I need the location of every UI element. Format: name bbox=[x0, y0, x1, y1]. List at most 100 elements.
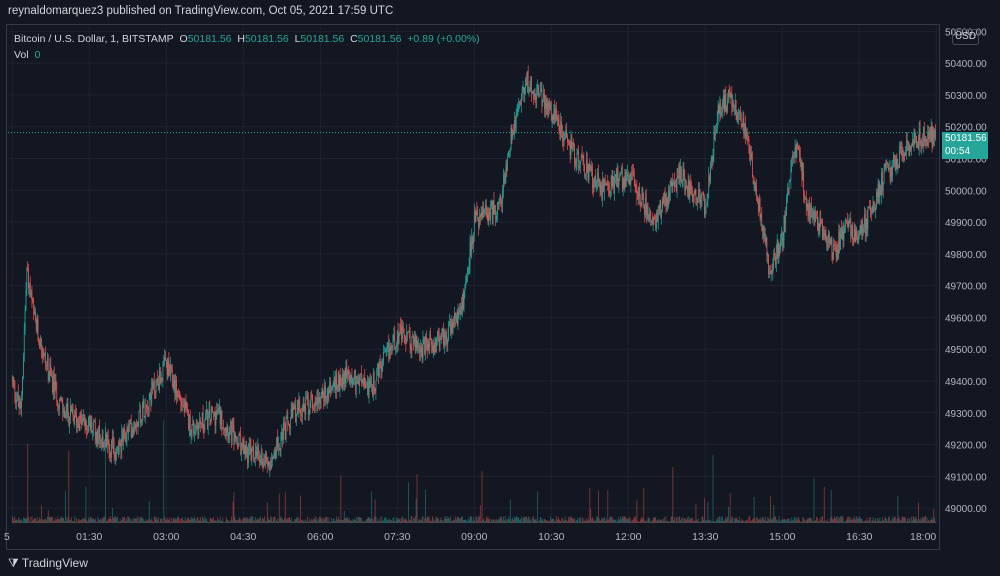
candle-body bbox=[602, 179, 603, 199]
chart-panel[interactable] bbox=[6, 24, 940, 550]
candle-body bbox=[539, 90, 541, 95]
volume-bar bbox=[251, 517, 253, 523]
volume-bar bbox=[540, 517, 542, 523]
candle-body bbox=[845, 219, 846, 227]
candle-body bbox=[139, 409, 141, 412]
candle-body bbox=[452, 321, 454, 334]
volume-bar bbox=[481, 471, 483, 523]
candle-body bbox=[331, 389, 333, 391]
candle-body bbox=[130, 419, 132, 437]
candle-body bbox=[366, 387, 367, 389]
candle-body bbox=[507, 156, 509, 171]
volume-bar bbox=[115, 516, 117, 523]
candle-body bbox=[896, 158, 898, 168]
volume-bar bbox=[275, 521, 277, 523]
volume-bar bbox=[75, 521, 77, 523]
volume-bar bbox=[910, 521, 912, 523]
candle-body bbox=[13, 380, 15, 383]
candle-body bbox=[105, 433, 106, 447]
volume-bar bbox=[888, 516, 890, 523]
volume-bar bbox=[522, 518, 524, 523]
candle-body bbox=[402, 326, 404, 329]
volume-bar bbox=[89, 517, 91, 523]
candle-body bbox=[647, 205, 649, 219]
volume-bar bbox=[515, 518, 516, 523]
volume-bar bbox=[160, 518, 162, 523]
candle-body bbox=[537, 85, 538, 89]
volume-bar bbox=[153, 521, 154, 523]
symbol-description[interactable]: Bitcoin / U.S. Dollar, 1, BITSTAMP bbox=[14, 33, 174, 45]
volume-bar bbox=[158, 517, 160, 523]
candle-body bbox=[704, 196, 705, 216]
volume-bar bbox=[303, 519, 305, 523]
volume-legend-row: Vol 0 bbox=[14, 47, 480, 63]
volume-bar bbox=[613, 518, 615, 523]
volume-bar bbox=[263, 518, 265, 523]
volume-bar bbox=[833, 518, 835, 523]
candle-body bbox=[719, 104, 721, 113]
volume-bar bbox=[432, 518, 434, 523]
candle-body bbox=[542, 99, 544, 106]
volume-label[interactable]: Vol bbox=[14, 49, 29, 61]
y-tick-label: 49000.00 bbox=[945, 504, 987, 515]
volume-bar bbox=[832, 519, 834, 523]
volume-bar bbox=[704, 498, 705, 523]
candle-body bbox=[901, 150, 903, 154]
candle-body bbox=[51, 373, 52, 377]
volume-bar bbox=[589, 487, 591, 523]
candle-body bbox=[892, 165, 894, 176]
candle-body bbox=[568, 142, 569, 143]
volume-bar bbox=[816, 516, 817, 523]
candle-body bbox=[425, 336, 426, 354]
volume-bar bbox=[258, 519, 260, 523]
candle-body bbox=[894, 160, 896, 170]
candle-body bbox=[348, 370, 349, 375]
candle-body bbox=[900, 145, 901, 147]
volume-bar bbox=[431, 521, 432, 523]
candle-body bbox=[606, 183, 608, 185]
volume-bar bbox=[58, 519, 59, 523]
candle-body bbox=[401, 327, 402, 340]
volume-bar bbox=[759, 519, 761, 523]
candle-body bbox=[515, 119, 516, 128]
volume-bar bbox=[71, 521, 73, 523]
candle-body bbox=[807, 204, 809, 216]
candle-body bbox=[639, 186, 640, 198]
candle-body bbox=[442, 328, 443, 335]
candle-body bbox=[571, 136, 573, 150]
candle-body bbox=[586, 159, 588, 166]
tradingview-logo[interactable]: ⧩ TradingView bbox=[8, 556, 88, 571]
volume-bar bbox=[657, 519, 658, 523]
volume-bar bbox=[686, 519, 687, 523]
volume-bar bbox=[904, 516, 906, 523]
volume-bar bbox=[345, 517, 347, 523]
volume-bar bbox=[29, 521, 30, 523]
volume-bar bbox=[487, 516, 489, 523]
candle-body bbox=[253, 446, 254, 458]
volume-bar bbox=[532, 517, 533, 523]
volume-bar bbox=[432, 516, 433, 523]
footer: ⧩ TradingView bbox=[0, 551, 1000, 576]
candle-body bbox=[301, 407, 303, 417]
volume-bar bbox=[633, 518, 634, 523]
volume-bar bbox=[98, 519, 100, 523]
volume-bar bbox=[312, 520, 314, 523]
currency-badge[interactable]: USD bbox=[952, 29, 979, 45]
candle-body bbox=[756, 186, 757, 197]
volume-bar bbox=[826, 521, 828, 523]
candle-body bbox=[267, 462, 269, 465]
candle-body bbox=[898, 165, 899, 168]
candle-body bbox=[29, 283, 30, 289]
candle-body bbox=[621, 167, 622, 173]
candle-body bbox=[713, 132, 715, 156]
candle-body bbox=[146, 404, 147, 408]
candle-body bbox=[818, 223, 820, 231]
y-tick-label: 50200.00 bbox=[945, 123, 987, 134]
volume-bar bbox=[96, 521, 98, 523]
volume-bar bbox=[920, 517, 922, 523]
candle-body bbox=[343, 373, 344, 385]
volume-bar bbox=[249, 519, 251, 523]
candle-body bbox=[456, 316, 458, 325]
candle-body bbox=[213, 411, 215, 413]
